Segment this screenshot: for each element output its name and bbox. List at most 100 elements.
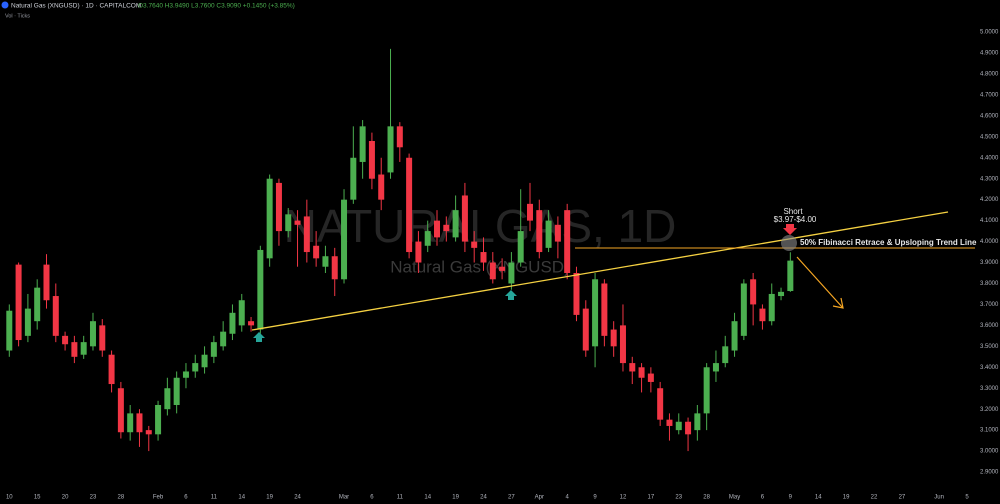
x-tick-label: 20 [62,495,69,501]
candle-body [582,308,589,351]
x-tick-label: 19 [266,495,273,501]
candle-body [359,126,366,162]
candle-body [443,224,450,232]
header: Natural Gas (XNGUSD) · 1D · CAPITALCOM O… [1,1,295,19]
x-tick-label: 19 [452,495,459,501]
candle-body [759,308,766,322]
x-tick-label: 6 [184,495,188,501]
y-tick-label: 4.6000 [980,113,999,119]
short-arrow [783,224,797,235]
x-tick-label: 22 [871,495,878,501]
y-tick-label: 3.9000 [980,260,999,266]
candle-body [657,388,664,420]
plot-layer: 2.9000 3.0000 3.1000 3.2000 3.3000 3.4000 3.50… [6,30,999,501]
candle-body [229,312,236,334]
annotation: 50% Fibinacci Retrace & Upsloping Trend … [800,238,977,247]
x-tick-label: Feb [153,495,164,501]
y-tick-label: 4.9000 [980,51,999,57]
candle-body [675,421,682,431]
long-arrow [253,332,265,342]
trend-line [251,211,949,331]
indicator-label: Vol · Ticks [5,13,30,19]
candle-body [778,291,785,297]
y-tick-label: 4.3000 [980,176,999,182]
candle-body [248,321,255,326]
candle-body [275,182,282,232]
x-tick-label: May [729,495,740,501]
x-tick-label: 9 [593,495,597,501]
x-tick-label: 10 [6,495,13,501]
x-tick-label: 24 [294,495,301,501]
y-tick-label: 3.5000 [980,344,999,350]
candle-body [6,310,13,351]
candle-body [489,262,496,280]
x-tick-label: Jun [934,495,944,501]
candle-body [461,195,468,242]
y-tick-label: 4.2000 [980,197,999,203]
x-tick-label: 5 [965,495,969,501]
x-tick-label: 11 [211,495,218,501]
y-tick-label: 3.0000 [980,449,999,455]
candle-body [192,363,199,372]
candle-body [182,371,189,378]
long-arrow [505,290,517,300]
candle-body [638,367,645,378]
x-tick-label: 27 [899,495,906,501]
candle-body [43,264,50,301]
candle-body [787,260,794,292]
candle-body [434,220,441,238]
candle-body [173,377,180,405]
candle-body [480,252,487,263]
annotation: $3.97-$4.00 [774,215,817,224]
candle-body [136,413,143,433]
candle-body [647,373,654,382]
x-tick-label: Mar [339,495,349,501]
candle-body [452,210,459,238]
x-tick-label: 6 [761,495,765,501]
candle-body [750,279,757,305]
x-tick-label: 23 [675,495,682,501]
candle-body [592,279,599,347]
candle-body [601,283,608,336]
candle-body [313,245,320,259]
candle-body [471,241,478,248]
candle-body [164,388,171,410]
candle-body [155,404,162,435]
candle-body [238,300,245,326]
candle-body [303,216,310,253]
y-tick-label: 5.0000 [980,30,999,36]
x-tick-label: 28 [118,495,125,501]
candle-body [424,231,431,246]
candle-body [266,178,273,259]
x-tick-label: 6 [370,495,374,501]
y-tick-label: 4.4000 [980,155,999,161]
watermark: NATURALGAS, 1D [284,200,677,252]
y-tick-label: 3.8000 [980,281,999,287]
y-tick-label: 3.2000 [980,407,999,413]
x-tick-label: 9 [789,495,793,501]
candle-body [387,126,394,173]
candle-body [99,325,106,351]
candle-body [703,367,710,414]
candle-body [499,266,506,271]
candle-body [257,249,264,330]
x-tick-label: 24 [480,495,487,501]
x-tick-label: 27 [508,495,515,501]
candle-body [127,413,134,433]
candle-body [117,388,124,433]
candle-body [331,256,338,280]
candle-body [201,354,208,368]
candle-body [62,335,69,345]
x-tick-label: 28 [703,495,710,501]
candle-body [378,174,385,200]
candle-body [610,329,617,347]
x-tick-label: 4 [566,495,570,501]
candle-body [210,342,217,357]
candle-body [322,256,329,267]
y-tick-label: 3.6000 [980,323,999,329]
candle-body [34,287,41,322]
candle-body [145,430,152,435]
x-tick-label: 14 [424,495,431,501]
